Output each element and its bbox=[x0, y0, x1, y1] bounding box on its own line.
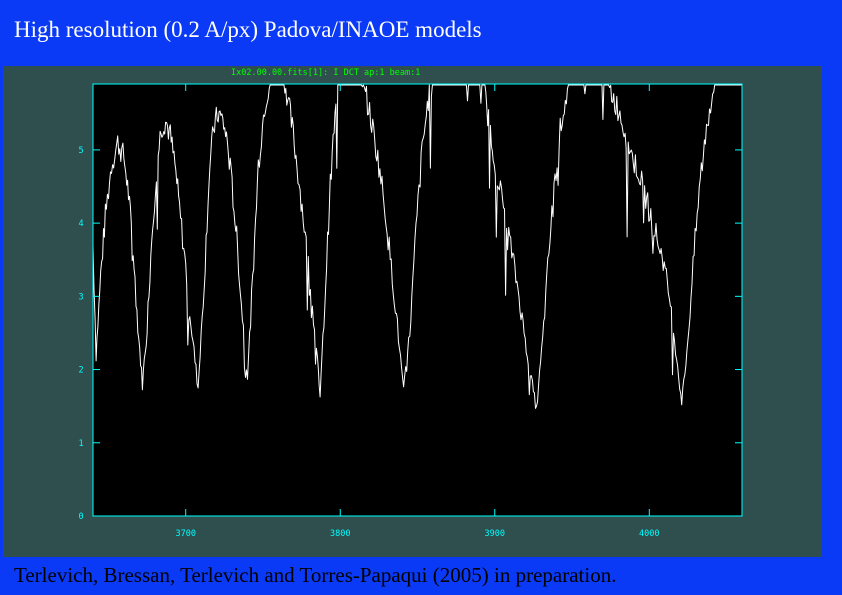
x-tick-label: 3800 bbox=[330, 529, 350, 539]
x-tick-label: 3900 bbox=[485, 529, 505, 539]
y-axis: 0 1 2 3 4 5 bbox=[78, 146, 742, 522]
plot-header: Ix02.00.00.fits[1]: I DCT ap:1 beam:1 bbox=[231, 68, 420, 78]
x-tick-label: 3700 bbox=[175, 529, 195, 539]
caption: Terlevich, Bressan, Terlevich and Torres… bbox=[14, 563, 617, 587]
x-tick-label: 4000 bbox=[639, 529, 659, 539]
y-tick-label: 4 bbox=[78, 219, 83, 229]
slide-title: High resolution (0.2 A/px) Padova/INAOE … bbox=[14, 17, 482, 42]
y-tick-label: 2 bbox=[78, 366, 83, 376]
plot-area bbox=[93, 84, 742, 516]
spectrum-plot: Ix02.00.00.fits[1]: I DCT ap:1 beam:1 37… bbox=[78, 68, 743, 539]
y-tick-label: 0 bbox=[78, 512, 83, 522]
y-tick-label: 1 bbox=[78, 439, 83, 449]
y-tick-label: 3 bbox=[78, 292, 83, 302]
plot-frame bbox=[92, 83, 743, 517]
y-tick-label: 5 bbox=[78, 146, 83, 156]
spectrum-line bbox=[92, 84, 742, 409]
figure-panel: Ix02.00.00.fits[1]: I DCT ap:1 beam:1 37… bbox=[3, 66, 822, 557]
x-axis: 3700 3800 3900 4000 bbox=[175, 84, 660, 539]
spectrum-line-group bbox=[92, 84, 742, 409]
